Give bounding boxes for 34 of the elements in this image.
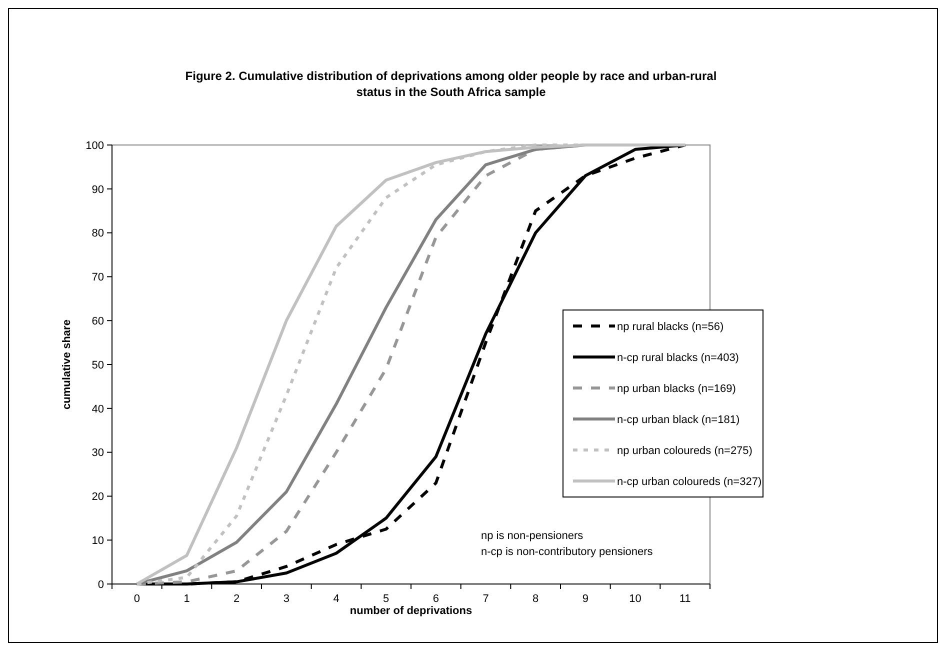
- y-tick-label: 0: [98, 578, 104, 591]
- y-tick-label: 50: [92, 359, 104, 372]
- legend-label: np urban coloureds (n=275): [617, 444, 752, 457]
- chart-title: Figure 2. Cumulative distribution of deprivations among older people by race and urban-rural status in the South Africa sample: [185, 69, 717, 99]
- y-tick-label: 40: [92, 403, 104, 416]
- y-tick-label: 10: [92, 534, 104, 547]
- x-tick-label: 4: [333, 593, 340, 605]
- x-tick-label: 6: [432, 593, 439, 605]
- y-tick-label: 60: [92, 315, 104, 328]
- x-tick-label: 5: [383, 593, 390, 605]
- x-tick-label: 11: [679, 593, 691, 605]
- y-tick-label: 80: [92, 228, 104, 240]
- y-tick-label: 70: [92, 272, 104, 284]
- x-tick-label: 10: [629, 593, 642, 605]
- x-tick-label: 1: [184, 593, 190, 605]
- legend-label: n-cp rural blacks (n=403): [617, 352, 739, 364]
- annotation: np is non-pensioners: [481, 530, 584, 542]
- legend-label: n-cp urban coloureds (n=327): [617, 476, 762, 488]
- legend-label: np rural blacks (n=56): [617, 320, 724, 333]
- x-tick-label: 8: [532, 593, 539, 605]
- x-tick-label: 7: [482, 593, 489, 605]
- y-tick-label: 90: [92, 184, 104, 196]
- y-tick-label: 100: [86, 140, 104, 152]
- annotation: n-cp is non-contributory pensioners: [481, 546, 654, 558]
- x-tick-label: 9: [582, 593, 588, 605]
- y-tick-label: 30: [92, 447, 104, 460]
- legend-label: np urban blacks (n=169): [617, 382, 736, 395]
- x-tick-label: 3: [283, 593, 290, 605]
- x-axis-title: number of deprivations: [350, 605, 472, 617]
- legend-label: n-cp urban black (n=181): [617, 414, 740, 426]
- x-tick-label: 2: [234, 593, 240, 605]
- y-tick-label: 20: [92, 491, 104, 504]
- x-tick-label: 0: [134, 593, 140, 605]
- y-axis-title: cumulative share: [61, 320, 73, 410]
